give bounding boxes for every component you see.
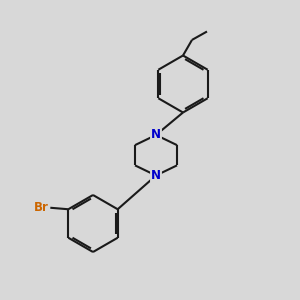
Text: N: N <box>151 128 161 142</box>
Text: Br: Br <box>34 201 49 214</box>
Text: N: N <box>151 169 161 182</box>
